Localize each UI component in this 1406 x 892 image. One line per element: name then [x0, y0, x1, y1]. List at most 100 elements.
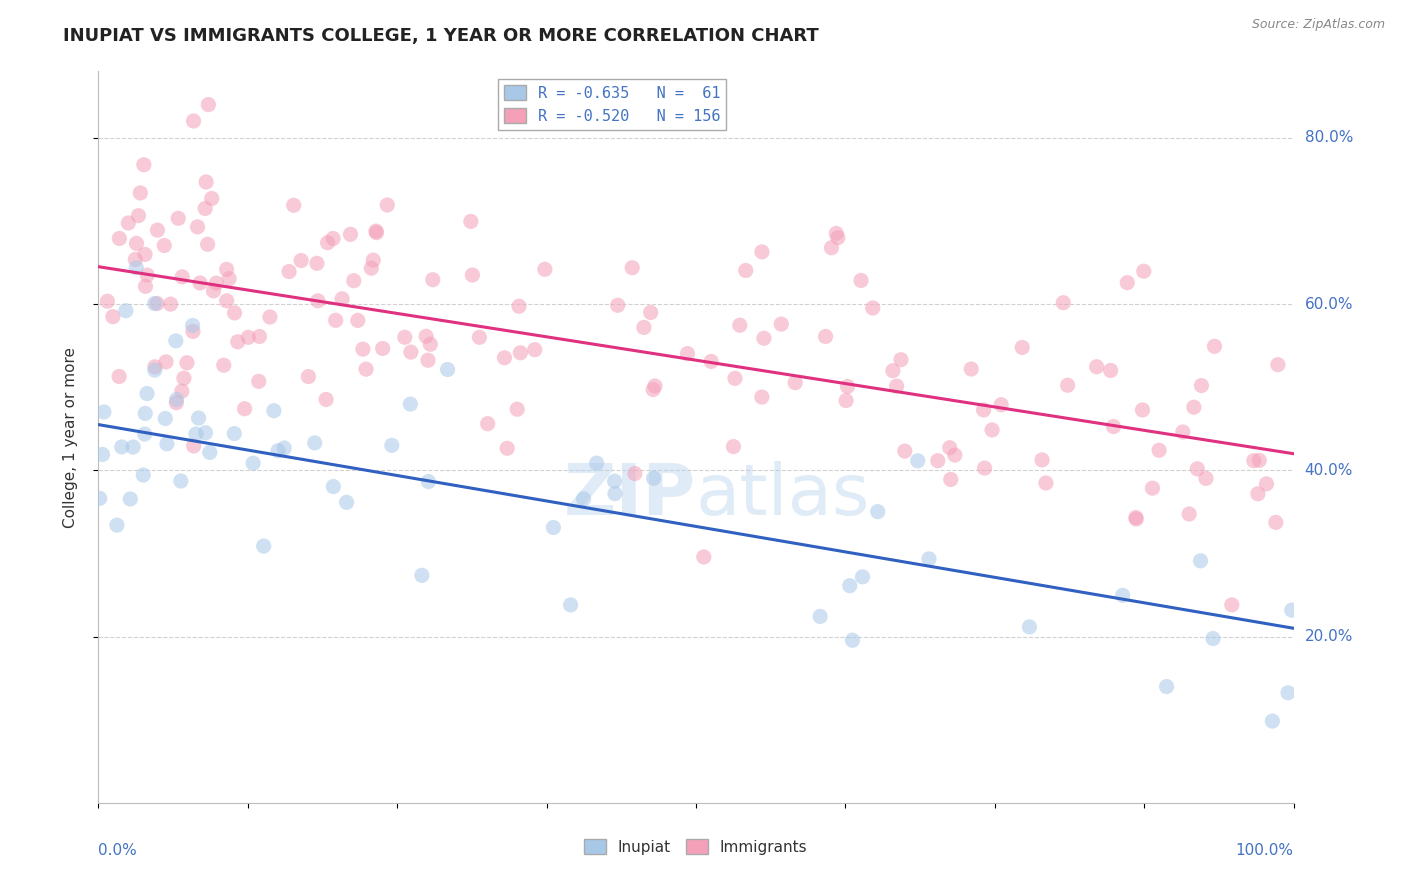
Point	[621, 260, 644, 275]
Point	[1102, 419, 1125, 434]
Point	[136, 268, 159, 282]
Point	[907, 454, 929, 468]
Point	[886, 379, 908, 393]
Point	[808, 609, 831, 624]
Point	[226, 334, 249, 349]
Point	[835, 393, 858, 408]
Point	[242, 456, 264, 470]
Point	[506, 402, 529, 417]
Point	[827, 230, 849, 244]
Point	[1281, 603, 1303, 617]
Point	[1267, 358, 1289, 372]
Point	[734, 263, 756, 277]
Point	[224, 306, 246, 320]
Point	[882, 364, 904, 378]
Point	[108, 369, 131, 384]
Point	[155, 411, 177, 425]
Point	[96, 294, 118, 309]
Point	[1147, 443, 1170, 458]
Point	[304, 436, 326, 450]
Point	[1204, 339, 1226, 353]
Point	[172, 269, 194, 284]
Point	[322, 479, 344, 493]
Point	[603, 474, 626, 488]
Point	[202, 284, 225, 298]
Point	[105, 518, 128, 533]
Point	[1031, 453, 1053, 467]
Text: 0.0%: 0.0%	[98, 843, 138, 858]
Point	[1256, 476, 1278, 491]
Point	[89, 491, 111, 506]
Point	[943, 448, 966, 462]
Point	[585, 456, 607, 470]
Point	[849, 273, 872, 287]
Point	[120, 491, 142, 506]
Point	[1187, 462, 1209, 476]
Point	[422, 273, 444, 287]
Point	[676, 346, 699, 360]
Point	[290, 253, 312, 268]
Point	[894, 444, 917, 458]
Point	[115, 303, 138, 318]
Point	[122, 440, 145, 454]
Legend: R = -0.635   N =  61, R = -0.520   N = 156: R = -0.635 N = 61, R = -0.520 N = 156	[498, 79, 727, 130]
Point	[1011, 340, 1033, 354]
Point	[198, 445, 221, 459]
Point	[167, 211, 190, 226]
Point	[129, 186, 152, 200]
Point	[108, 231, 131, 245]
Point	[1220, 598, 1243, 612]
Point	[346, 313, 368, 327]
Point	[1191, 378, 1213, 392]
Point	[523, 343, 546, 357]
Text: Source: ZipAtlas.com: Source: ZipAtlas.com	[1251, 18, 1385, 31]
Text: 40.0%: 40.0%	[1305, 463, 1353, 478]
Point	[197, 237, 219, 252]
Text: ZIP: ZIP	[564, 461, 696, 530]
Point	[644, 379, 666, 393]
Point	[1277, 686, 1299, 700]
Point	[125, 260, 148, 275]
Point	[124, 252, 146, 267]
Point	[700, 354, 723, 368]
Point	[183, 439, 205, 453]
Point	[101, 310, 124, 324]
Point	[259, 310, 281, 324]
Point	[134, 407, 156, 421]
Point	[752, 331, 775, 345]
Point	[146, 223, 169, 237]
Point	[399, 345, 422, 359]
Point	[496, 442, 519, 456]
Point	[890, 352, 912, 367]
Point	[418, 475, 440, 489]
Point	[224, 426, 246, 441]
Point	[125, 236, 148, 251]
Point	[360, 261, 382, 276]
Point	[1249, 453, 1271, 467]
Point	[218, 271, 240, 285]
Text: 80.0%: 80.0%	[1305, 130, 1353, 145]
Point	[183, 114, 205, 128]
Point	[117, 216, 139, 230]
Point	[633, 320, 655, 334]
Point	[939, 472, 962, 486]
Point	[156, 437, 179, 451]
Point	[283, 198, 305, 212]
Point	[205, 276, 228, 290]
Point	[233, 401, 256, 416]
Point	[411, 568, 433, 582]
Point	[253, 539, 276, 553]
Point	[1125, 510, 1147, 524]
Point	[176, 356, 198, 370]
Point	[415, 329, 437, 343]
Point	[927, 453, 949, 467]
Point	[136, 386, 159, 401]
Point	[238, 330, 260, 344]
Point	[1099, 363, 1122, 377]
Point	[339, 227, 361, 242]
Point	[973, 461, 995, 475]
Point	[366, 226, 388, 240]
Point	[866, 505, 889, 519]
Point	[1261, 714, 1284, 728]
Point	[1125, 512, 1147, 526]
